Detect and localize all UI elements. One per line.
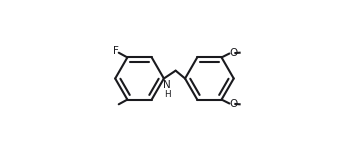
Text: O: O xyxy=(229,48,237,58)
Text: H: H xyxy=(164,90,171,100)
Text: F: F xyxy=(114,46,119,56)
Text: N: N xyxy=(163,80,171,90)
Text: O: O xyxy=(229,99,237,109)
